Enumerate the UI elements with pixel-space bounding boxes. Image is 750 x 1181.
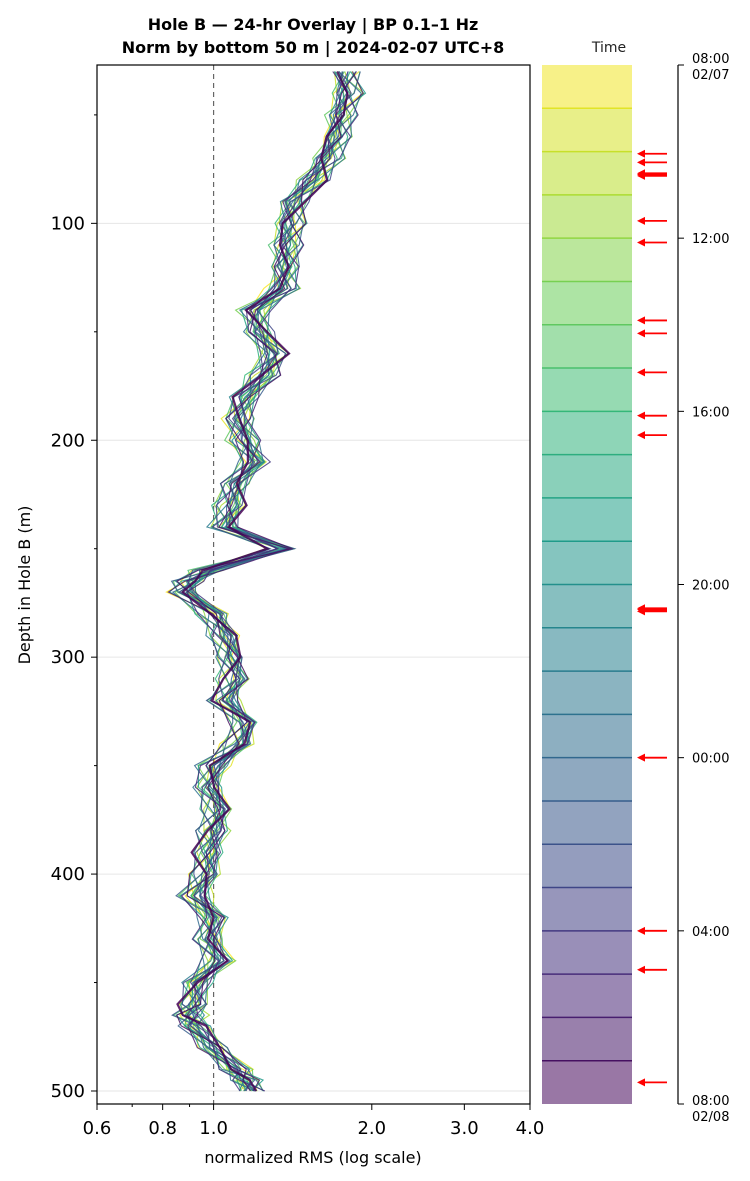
series-line xyxy=(187,71,352,1092)
colorbar-band xyxy=(542,1017,632,1061)
colorbar-band xyxy=(542,930,632,975)
time-tick-date: 02/08 xyxy=(692,1110,729,1125)
time-tick-label: 08:00 xyxy=(692,52,729,67)
colorbar-band xyxy=(542,887,632,931)
time-marker-head xyxy=(637,605,645,614)
time-marker-head xyxy=(637,158,645,167)
y-tick-label: 200 xyxy=(51,430,85,451)
chart-title-line1: Hole B — 24-hr Overlay | BP 0.1–1 Hz xyxy=(148,15,479,35)
series-line xyxy=(165,71,364,1092)
y-tick-label: 300 xyxy=(51,647,85,668)
x-tick-label: 4.0 xyxy=(516,1118,545,1139)
y-axis-ticks: 100 200 300 400 500 xyxy=(51,114,97,1102)
plot-frame xyxy=(96,64,531,1105)
time-tick-label: 04:00 xyxy=(692,925,729,940)
time-tick-date: 02/07 xyxy=(692,68,729,83)
grid-lines xyxy=(97,222,530,1092)
colorbar-band xyxy=(542,714,632,758)
colorbar-band xyxy=(542,65,632,109)
time-marker-head xyxy=(637,316,645,325)
colorbar-title: Time xyxy=(591,40,626,56)
colorbar-band xyxy=(542,757,632,801)
time-marker-head xyxy=(637,411,645,420)
series-group xyxy=(165,71,367,1092)
colorbar-band xyxy=(542,454,632,498)
time-tick-label: 08:00 xyxy=(692,1094,729,1109)
x-axis-ticks: 0.6 0.8 1.0 2.0 3.0 4.0 xyxy=(83,1104,545,1139)
series-line xyxy=(176,71,349,1092)
colorbar-band xyxy=(542,324,632,369)
x-axis-label: normalized RMS (log scale) xyxy=(204,1148,421,1167)
x-tick-label: 2.0 xyxy=(357,1118,386,1139)
series-line xyxy=(186,71,359,1092)
colorbar-band xyxy=(542,151,632,195)
series-line xyxy=(172,71,361,1092)
colorbar-band xyxy=(542,411,632,455)
y-axis-label: Depth in Hole B (m) xyxy=(15,506,34,665)
series-line xyxy=(183,71,353,1092)
colorbar-band xyxy=(542,238,632,282)
time-marker-head xyxy=(637,926,645,935)
time-marker-head xyxy=(637,965,645,974)
colorbar-band xyxy=(542,541,632,585)
time-marker-head xyxy=(637,753,645,762)
time-tick-label: 00:00 xyxy=(692,752,729,767)
colorbar-band xyxy=(542,368,632,412)
series-line xyxy=(167,71,364,1092)
colorbar-band xyxy=(542,1060,632,1104)
time-marker-head xyxy=(637,216,645,225)
x-tick-label: 1.0 xyxy=(199,1118,228,1139)
x-tick-label: 0.6 xyxy=(83,1118,112,1139)
time-tick-label: 20:00 xyxy=(692,579,729,594)
y-tick-label: 400 xyxy=(51,864,85,885)
colorbar xyxy=(542,65,632,1104)
colorbar-band xyxy=(542,844,632,888)
time-marker-head xyxy=(637,1078,645,1087)
colorbar-band xyxy=(542,194,632,239)
colorbar-band xyxy=(542,281,632,325)
colorbar-band xyxy=(542,108,632,152)
time-markers xyxy=(637,149,667,1087)
time-tick-label: 16:00 xyxy=(692,405,729,420)
time-marker-head xyxy=(637,368,645,377)
time-marker-head xyxy=(637,149,645,158)
series-line xyxy=(176,71,357,1092)
x-tick-label: 3.0 xyxy=(450,1118,479,1139)
colorbar-band xyxy=(542,671,632,715)
y-tick-label: 500 xyxy=(51,1081,85,1102)
time-tick-label: 12:00 xyxy=(692,232,729,247)
colorbar-band xyxy=(542,800,632,845)
colorbar-band xyxy=(542,584,632,628)
colorbar-band xyxy=(542,497,632,542)
series-line xyxy=(180,71,346,1092)
y-tick-label: 100 xyxy=(51,213,85,234)
colorbar-band xyxy=(542,627,632,672)
colorbar-band xyxy=(542,974,632,1018)
time-marker-head xyxy=(637,329,645,338)
time-marker-head xyxy=(637,170,645,179)
time-marker-head xyxy=(637,238,645,247)
x-tick-label: 0.8 xyxy=(148,1118,177,1139)
time-axis-ticks: 08:0002/0712:0016:0020:0000:0004:0008:00… xyxy=(678,52,729,1125)
time-marker-head xyxy=(637,431,645,440)
chart-title-line2: Norm by bottom 50 m | 2024-02-07 UTC+8 xyxy=(122,38,505,58)
